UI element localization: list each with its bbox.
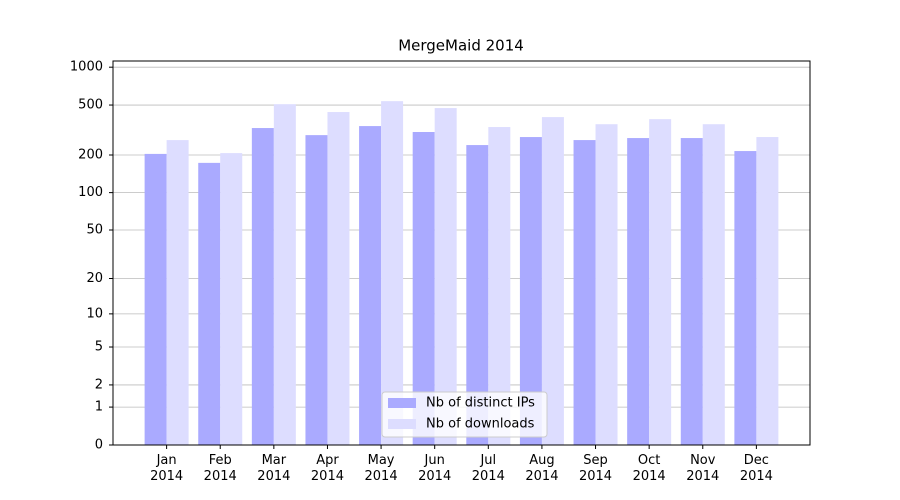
bar [327,112,350,445]
bar [466,145,489,445]
bar [144,153,167,445]
bar [359,126,382,445]
x-tick-label: Dec 2014 [739,453,773,484]
bar [756,137,779,445]
bar [541,117,564,445]
bar [649,119,672,445]
legend-swatch [388,419,416,429]
y-tick-label: 1 [95,400,103,415]
x-tick-label: Oct 2014 [632,453,666,484]
y-tick-label: 1000 [70,60,103,75]
bar [305,135,328,446]
y-tick-label: 5 [95,340,103,355]
y-tick-label: 20 [86,271,103,286]
x-tick-label: Feb 2014 [203,453,237,484]
bar [734,151,757,446]
chart-title: MergeMaid 2014 [398,37,524,55]
y-tick-label: 50 [86,222,103,237]
bar [519,137,542,445]
legend-label: Nb of distinct IPs [426,396,535,411]
legend-label: Nb of downloads [426,417,535,432]
bar [573,140,596,445]
x-tick-label: Nov 2014 [686,453,720,484]
axes-frame [112,60,811,446]
bar [680,138,703,445]
bar [412,132,435,446]
bar [220,153,243,445]
y-tick-label: 100 [78,185,103,200]
x-tick-label: Jan 2014 [150,453,184,484]
y-tick-label: 200 [78,147,103,162]
legend-box [381,391,548,438]
bar [595,124,618,445]
x-tick-label: Jun 2014 [418,453,452,484]
bar [198,162,221,445]
bar [273,104,296,445]
y-tick-label: 10 [86,306,103,321]
y-tick-label: 0 [95,438,103,453]
bar [381,101,404,445]
x-tick-label: Apr 2014 [310,453,344,484]
x-tick-label: May 2014 [364,453,398,484]
y-tick-label: 500 [78,98,103,113]
x-tick-label: Jul 2014 [471,453,505,484]
bar [434,108,457,445]
bar [251,128,274,445]
bar [166,140,189,445]
x-tick-label: Mar 2014 [257,453,291,484]
bar [627,138,650,445]
x-tick-label: Sep 2014 [578,453,613,484]
x-tick-label: Aug 2014 [525,453,559,484]
bar [488,127,511,445]
legend-swatch [388,398,416,408]
bar [702,124,725,445]
y-tick-label: 2 [95,377,103,392]
